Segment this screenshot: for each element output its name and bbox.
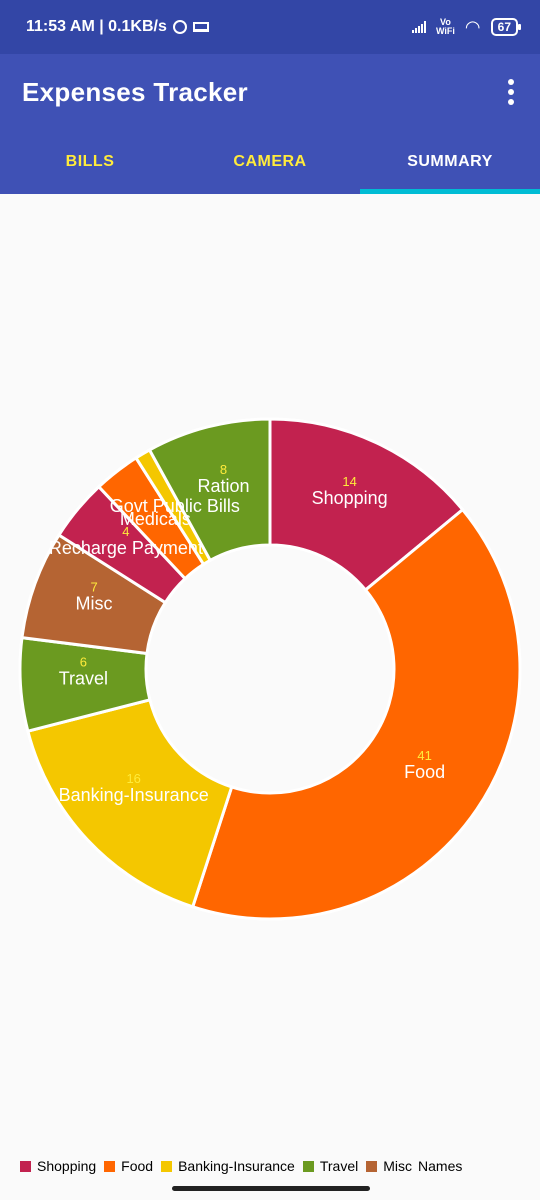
slice-food[interactable] [190, 507, 522, 921]
whatsapp-icon [172, 20, 187, 34]
legend-label-travel: Travel [319, 1158, 359, 1174]
signal-icon [412, 21, 426, 33]
slice-label-medicals: Medicals [120, 509, 191, 529]
status-left: 11:53 AM | 0.1KB/s [26, 18, 209, 36]
slice-label-banking-insurance: Banking-Insurance [59, 785, 209, 805]
slice-value-recharge-payment: 4 [122, 524, 129, 539]
legend-item-food: Food [104, 1158, 153, 1174]
legend-item-banking: Banking-Insurance [161, 1158, 295, 1174]
status-bar: 11:53 AM | 0.1KB/s Vo WiFi ◠ 67 [0, 0, 540, 54]
slice-value-ration: 8 [220, 462, 227, 477]
slice-value-banking-insurance: 16 [126, 771, 140, 786]
slice-value-travel: 6 [80, 655, 87, 670]
status-right: Vo WiFi ◠ 67 [412, 17, 522, 37]
legend-swatch-shopping [20, 1160, 31, 1172]
slice-ration[interactable] [147, 417, 272, 563]
slice-label-food: Food [404, 762, 445, 782]
tab-bar: BILLS CAMERA SUMMARY [0, 130, 540, 194]
chart-area: 14 Shopping 41 Food 16 Banking-Insurance 6 Trav… [0, 194, 540, 1144]
legend-swatch-travel [302, 1160, 314, 1172]
app-bar: Expenses Tracker [0, 54, 540, 130]
tab-summary[interactable]: SUMMARY [360, 130, 540, 194]
chart-legend: Shopping Food Banking-Insurance Travel M… [20, 1156, 530, 1176]
legend-label-misc: Misc [383, 1158, 413, 1174]
legend-swatch-food [104, 1160, 116, 1172]
slice-label-ration: Ration [197, 476, 249, 496]
slice-label-misc: Misc [76, 594, 113, 614]
slice-banking-insurance[interactable] [26, 698, 234, 909]
home-indicator[interactable] [172, 1186, 370, 1191]
battery-icon: 67 [490, 18, 522, 36]
slice-label-travel: Travel [59, 669, 108, 689]
legend-title: Names [418, 1158, 463, 1174]
app-title: Expenses Tracker [22, 76, 248, 107]
tab-bills[interactable]: BILLS [65, 153, 115, 170]
legend-label-food: Food [121, 1158, 154, 1174]
laptop-icon [192, 22, 209, 32]
status-time-speed: 11:53 AM | 0.1KB/s [26, 18, 167, 35]
legend-item-travel: Travel [302, 1158, 359, 1174]
legend-item-misc: Misc [366, 1158, 412, 1174]
slice-label-shopping: Shopping [312, 488, 388, 508]
slice-value-food: 41 [417, 748, 431, 763]
legend-label-banking: Banking-Insurance [178, 1158, 295, 1174]
vowifi-bottom: WiFi [436, 26, 455, 36]
slice-label-recharge-payment: Recharge Payment [49, 538, 203, 558]
slice-value-misc: 7 [90, 580, 97, 595]
vowifi-top: Vo [440, 17, 451, 27]
legend-item-shopping: Shopping [20, 1158, 96, 1174]
tab-camera[interactable]: CAMERA [233, 153, 307, 170]
legend-swatch-banking [161, 1160, 173, 1172]
vowifi-indicator: Vo WiFi [436, 18, 455, 36]
legend-swatch-misc [366, 1160, 378, 1172]
slice-value-shopping: 14 [342, 474, 356, 489]
wifi-icon: ◠ [464, 17, 481, 37]
slice-label-govt-public-bills: Govt Public Bills [110, 496, 240, 516]
more-vert-icon[interactable] [504, 73, 518, 111]
slice-shopping[interactable] [268, 417, 465, 593]
legend-label-shopping: Shopping [37, 1158, 97, 1174]
